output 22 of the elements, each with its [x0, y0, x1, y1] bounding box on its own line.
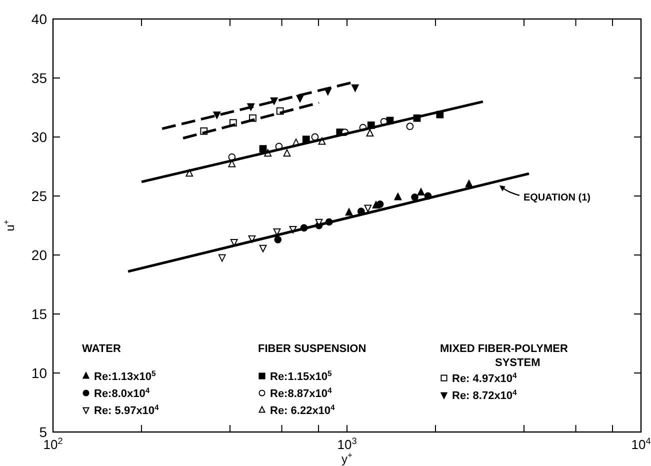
annotation: WATER — [82, 343, 121, 355]
legend-label: Re: 4.97x10$^{4}$ — [452, 370, 518, 385]
x-tick-label: 10$^{4}$ — [631, 436, 651, 452]
legend-label: Re:1.15x10$^{5}$ — [270, 368, 332, 383]
y-tick-label: 35 — [31, 70, 48, 86]
x-tick-label: 10$^{3}$ — [337, 436, 357, 452]
legend-label: Re: 8.72x10$^{4}$ — [452, 388, 518, 402]
y-tick-label: 25 — [31, 188, 48, 204]
legend-label: Re:8.87x10$^{4}$ — [270, 386, 332, 400]
y-tick-label: 30 — [31, 129, 48, 145]
y-tick-label: 40 — [31, 11, 48, 27]
annotation: EQUATION (1) — [523, 192, 590, 204]
y-tick-label: 15 — [31, 306, 48, 322]
annotation: MIXED FIBER-POLYMER SYSTEM — [440, 343, 568, 369]
x-axis-title: y$^{+}$ — [342, 450, 353, 466]
legend-label: Re: 6.22x10$^{4}$ — [270, 402, 336, 417]
annotation: FIBER SUSPENSION — [258, 343, 366, 355]
legend-label: Re: 5.97x10$^{4}$ — [94, 402, 160, 417]
y-tick-label: 10 — [31, 365, 48, 381]
legend-label: Re:1.13x10$^{5}$ — [94, 368, 156, 383]
legend-label: Re:8.0x10$^{4}$ — [94, 386, 150, 400]
y-tick-label: 20 — [31, 247, 48, 263]
